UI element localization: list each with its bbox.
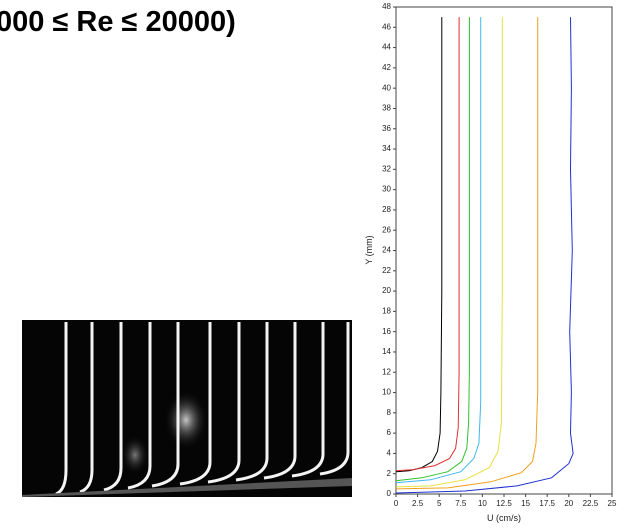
y-tick-label: 14 (382, 347, 391, 356)
y-tick-label: 6 (387, 428, 392, 437)
y-tick-label: 28 (382, 205, 391, 214)
x-tick-label: 25 (608, 499, 617, 508)
y-tick-label: 38 (382, 104, 391, 113)
y-tick-label: 4 (387, 449, 392, 458)
y-tick-label: 0 (387, 489, 392, 498)
chart: U (cm/s) Y (mm) 024681012141618202224262… (364, 2, 617, 523)
y-tick-label: 24 (382, 246, 391, 255)
x-tick-label: 22.5 (583, 499, 599, 508)
y-tick-label: 34 (382, 144, 391, 153)
y-tick-label: 36 (382, 124, 391, 133)
x-axis-label: U (cm/s) (487, 513, 521, 523)
y-tick-label: 8 (387, 408, 392, 417)
y-axis-label: Y (mm) (364, 235, 374, 264)
x-tick-label: 5 (437, 499, 442, 508)
x-tick-label: 15 (521, 499, 530, 508)
y-tick-label: 22 (382, 266, 391, 275)
y-tick-label: 16 (382, 327, 391, 336)
y-tick-label: 26 (382, 225, 391, 234)
y-tick-label: 2 (387, 469, 392, 478)
x-tick-label: 20 (564, 499, 573, 508)
profile-line (395, 17, 460, 472)
y-tick-label: 48 (382, 2, 391, 11)
x-tick-label: 17.5 (539, 499, 555, 508)
y-tick-label: 10 (382, 388, 391, 397)
x-tick-label: 10 (478, 499, 487, 508)
y-tick-label: 44 (382, 43, 391, 52)
y-tick-label: 20 (382, 286, 391, 295)
x-tick-label: 0 (394, 499, 399, 508)
profile-line (395, 17, 482, 484)
profile-line (395, 17, 574, 494)
plot-frame (395, 6, 613, 495)
y-tick-label: 46 (382, 22, 391, 31)
x-tick-label: 7.5 (455, 499, 467, 508)
flow-photo (22, 320, 352, 497)
y-tick-label: 40 (382, 83, 391, 92)
y-tick-label: 32 (382, 164, 391, 173)
profile-line (395, 17, 503, 488)
x-tick-label: 2.5 (412, 499, 424, 508)
y-tick-label: 12 (382, 367, 391, 376)
y-tick-label: 30 (382, 185, 391, 194)
profile-line (395, 17, 470, 482)
profile-line (395, 17, 539, 490)
slide-title: 000 ≤ Re ≤ 20000) (0, 6, 236, 38)
y-tick-label: 42 (382, 63, 391, 72)
x-tick-label: 12.5 (496, 499, 512, 508)
y-tick-label: 18 (382, 306, 391, 315)
